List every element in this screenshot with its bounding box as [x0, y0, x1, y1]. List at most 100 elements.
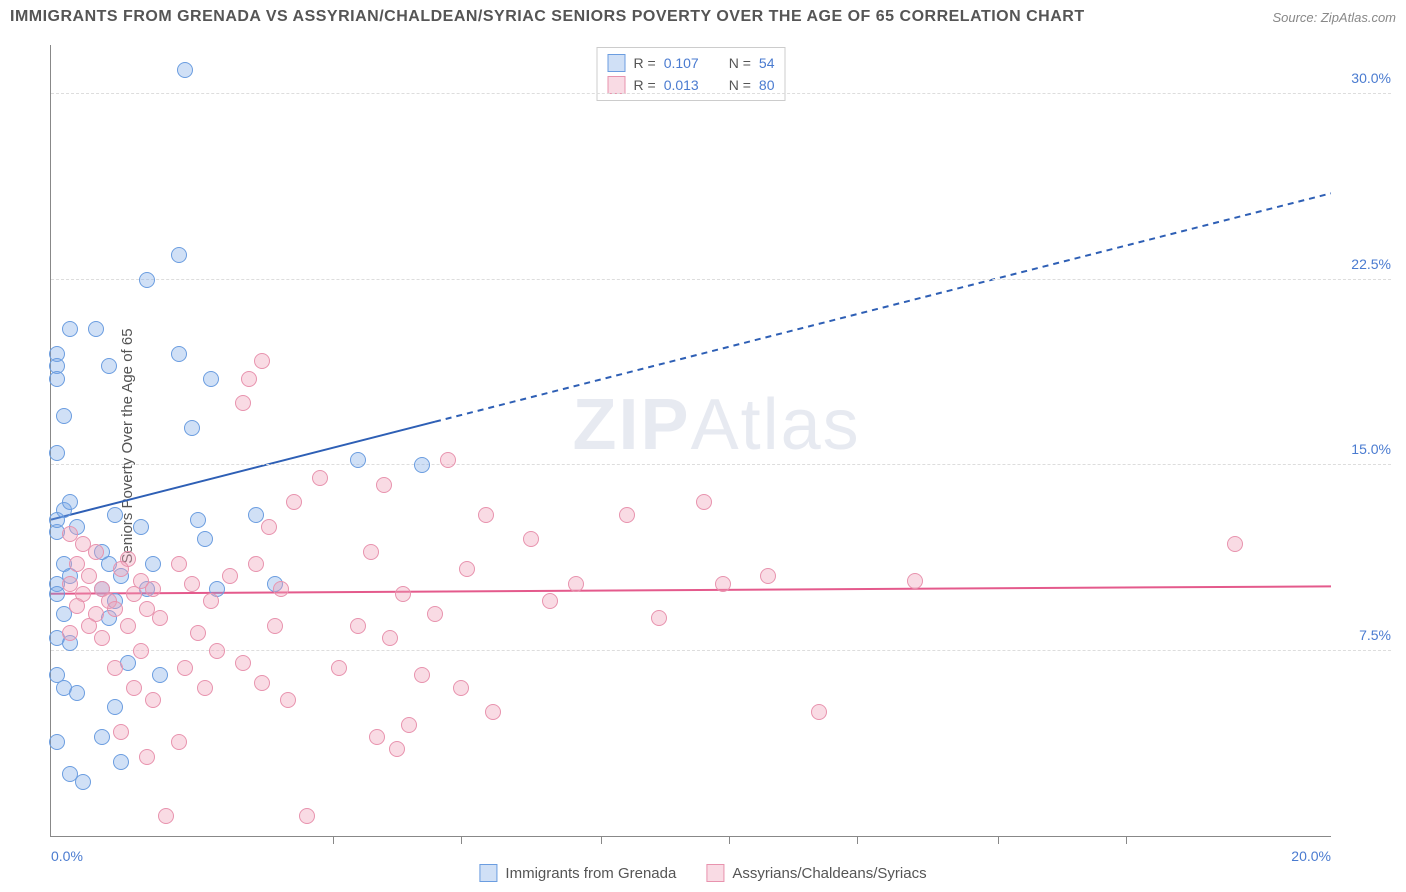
scatter-point [273, 581, 289, 597]
scatter-point [75, 774, 91, 790]
legend-series: Immigrants from Grenada Assyrians/Chaldea… [479, 864, 926, 882]
scatter-point [331, 660, 347, 676]
scatter-point [376, 477, 392, 493]
scatter-point [197, 531, 213, 547]
scatter-point [69, 685, 85, 701]
y-tick-label: 7.5% [1359, 627, 1391, 643]
scatter-point [62, 321, 78, 337]
scatter-point [190, 625, 206, 641]
legend-series-item: Assyrians/Chaldeans/Syriacs [706, 864, 926, 882]
scatter-point [145, 556, 161, 572]
scatter-point [350, 618, 366, 634]
scatter-point [56, 408, 72, 424]
scatter-point [49, 734, 65, 750]
scatter-point [1227, 536, 1243, 552]
scatter-point [248, 507, 264, 523]
scatter-point [254, 675, 270, 691]
scatter-point [715, 576, 731, 592]
plot-area: ZIPAtlas R =0.107N =54R =0.013N =80 7.5%… [50, 45, 1331, 837]
scatter-point [145, 692, 161, 708]
scatter-point [523, 531, 539, 547]
scatter-point [350, 452, 366, 468]
scatter-point [369, 729, 385, 745]
scatter-point [107, 507, 123, 523]
scatter-point [107, 601, 123, 617]
scatter-point [299, 808, 315, 824]
x-tick-label: 20.0% [1291, 848, 1331, 864]
scatter-point [235, 655, 251, 671]
scatter-point [107, 660, 123, 676]
scatter-point [184, 420, 200, 436]
scatter-point [126, 586, 142, 602]
scatter-point [427, 606, 443, 622]
x-tick [729, 836, 730, 844]
scatter-point [171, 247, 187, 263]
scatter-point [94, 630, 110, 646]
r-value: 0.013 [664, 77, 699, 93]
scatter-point [69, 556, 85, 572]
scatter-point [177, 62, 193, 78]
x-tick [601, 836, 602, 844]
scatter-point [209, 643, 225, 659]
scatter-point [760, 568, 776, 584]
n-label: N = [729, 77, 751, 93]
x-tick-label: 0.0% [51, 848, 83, 864]
scatter-point [235, 395, 251, 411]
scatter-point [203, 593, 219, 609]
r-value: 0.107 [664, 55, 699, 71]
title-bar: IMMIGRANTS FROM GRENADA VS ASSYRIAN/CHAL… [10, 8, 1396, 26]
regression-lines [51, 45, 1331, 836]
scatter-point [94, 729, 110, 745]
scatter-point [312, 470, 328, 486]
scatter-point [389, 741, 405, 757]
scatter-point [453, 680, 469, 696]
gridline [51, 279, 1391, 280]
gridline [51, 464, 1391, 465]
scatter-point [241, 371, 257, 387]
scatter-point [203, 371, 219, 387]
scatter-point [261, 519, 277, 535]
r-label: R = [634, 77, 656, 93]
scatter-point [101, 358, 117, 374]
scatter-point [113, 754, 129, 770]
scatter-point [401, 717, 417, 733]
legend-series-label: Assyrians/Chaldeans/Syriacs [732, 865, 926, 882]
scatter-point [139, 749, 155, 765]
y-tick-label: 15.0% [1351, 441, 1391, 457]
legend-series-label: Immigrants from Grenada [505, 865, 676, 882]
scatter-point [49, 371, 65, 387]
y-tick-label: 22.5% [1351, 256, 1391, 272]
scatter-point [126, 680, 142, 696]
scatter-point [152, 667, 168, 683]
legend-swatch [706, 864, 724, 882]
scatter-point [619, 507, 635, 523]
gridline [51, 93, 1391, 94]
scatter-point [171, 734, 187, 750]
scatter-point [171, 556, 187, 572]
scatter-point [88, 544, 104, 560]
scatter-point [459, 561, 475, 577]
scatter-point [113, 724, 129, 740]
scatter-point [363, 544, 379, 560]
scatter-point [286, 494, 302, 510]
scatter-point [395, 586, 411, 602]
scatter-point [120, 618, 136, 634]
n-value: 54 [759, 55, 775, 71]
scatter-point [414, 457, 430, 473]
x-tick [333, 836, 334, 844]
scatter-point [184, 576, 200, 592]
scatter-point [113, 561, 129, 577]
scatter-point [222, 568, 238, 584]
scatter-point [158, 808, 174, 824]
y-tick-label: 30.0% [1351, 70, 1391, 86]
scatter-point [811, 704, 827, 720]
legend-swatch [608, 54, 626, 72]
scatter-point [81, 568, 97, 584]
watermark: ZIPAtlas [573, 384, 861, 466]
scatter-point [107, 699, 123, 715]
n-label: N = [729, 55, 751, 71]
scatter-point [145, 581, 161, 597]
scatter-point [171, 346, 187, 362]
x-tick [461, 836, 462, 844]
scatter-point [62, 494, 78, 510]
